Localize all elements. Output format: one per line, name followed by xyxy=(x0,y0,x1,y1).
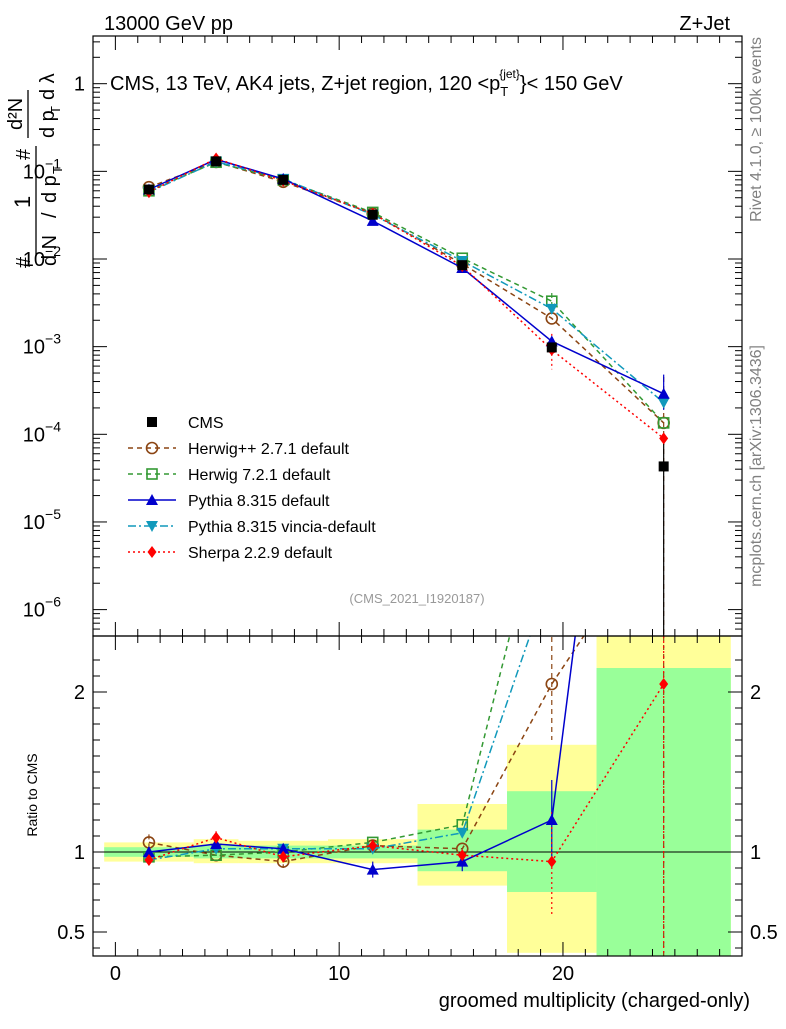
main-y-tick-label: 10−3 xyxy=(23,331,61,359)
main-point-CMS xyxy=(143,184,154,195)
svg-text:1: 1 xyxy=(10,196,35,208)
ratio-y-tick-label-right: 1 xyxy=(750,842,761,864)
ratio-series-line-Herwig7 xyxy=(148,636,511,858)
main-y-tick-label: 10−1 xyxy=(23,155,61,183)
ratio-point-Sherpa xyxy=(144,854,154,866)
legend-marker-Sherpa xyxy=(147,546,157,558)
ratio-y-tick-label-right: 2 xyxy=(750,682,761,704)
svg-text:/: / xyxy=(39,212,61,218)
legend-label-CMS: CMS xyxy=(188,415,224,432)
main-series-line-Vincia xyxy=(148,160,665,404)
main-point-Vincia xyxy=(545,303,558,315)
svg-text:#: # xyxy=(13,148,35,160)
ratio-point-Pythia xyxy=(277,842,290,854)
ratio-point-Sherpa xyxy=(211,831,221,844)
ratio-y-tick-label-left: 0.5 xyxy=(57,922,85,944)
main-series-line-Herwig++ xyxy=(148,161,665,424)
main-point-Herwig7 xyxy=(657,417,670,429)
ratio-point-Sherpa xyxy=(368,839,378,852)
main-point-CMS xyxy=(457,260,468,271)
x-tick-label: 0 xyxy=(110,963,121,985)
header-process-label: Z+Jet xyxy=(679,13,730,35)
ratio-point-Sherpa xyxy=(659,678,669,690)
main-series-line-Pythia xyxy=(148,158,665,395)
legend-marker-CMS xyxy=(147,417,157,427)
legend-label-Vincia: Pythia 8.315 vincia-default xyxy=(188,519,376,536)
svg-text:d N: d N xyxy=(39,235,61,266)
header-collision-label: 13000 GeV pp xyxy=(104,13,233,35)
ratio-series-line-Pythia xyxy=(148,636,576,871)
main-point-CMS xyxy=(211,156,222,167)
main-y-tick-label: 1 xyxy=(74,74,85,96)
legend-label-Herwig7: Herwig 7.2.1 default xyxy=(188,467,331,484)
rivet-version-label: Rivet 4.1.0, ≥ 100k events xyxy=(748,37,765,222)
main-series-line-Herwig7 xyxy=(148,161,665,424)
main-point-Sherpa xyxy=(659,432,669,445)
ratio-point-Pythia xyxy=(366,863,379,875)
legend-marker-Herwig++ xyxy=(145,441,159,455)
ratio-y-tick-label-left: 1 xyxy=(74,842,85,864)
svg-text:T: T xyxy=(48,106,63,114)
main-y-axis-label: # 1 d N / d p T # d²N d p T d λ xyxy=(5,73,65,268)
main-point-CMS xyxy=(367,209,378,220)
svg-text:#: # xyxy=(13,256,35,268)
svg-text:d p: d p xyxy=(37,110,59,138)
main-y-tick-label: 10−4 xyxy=(23,418,61,446)
legend-marker-Vincia xyxy=(146,521,158,532)
mcplots-reference-label: mcplots.cern.ch [arXiv:1306.3436] xyxy=(748,345,765,587)
ratio-plot-frame xyxy=(92,635,743,957)
ratio-y-tick-label-left: 2 xyxy=(74,682,85,704)
svg-text:d²N: d²N xyxy=(5,98,27,130)
analysis-id-watermark: (CMS_2021_I1920187) xyxy=(349,591,484,606)
ratio-point-Sherpa xyxy=(457,849,467,862)
main-point-CMS xyxy=(658,461,669,472)
main-series-line-Sherpa xyxy=(148,157,665,439)
main-point-Vincia xyxy=(657,397,670,409)
legend-label-Sherpa: Sherpa 2.2.9 default xyxy=(188,545,333,562)
ratio-point-Vincia xyxy=(456,827,469,839)
svg-text:T: T xyxy=(50,166,65,174)
legend-marker-Pythia xyxy=(146,494,158,505)
plot-title: CMS, 13 TeV, AK4 jets, Z+jet region, 120… xyxy=(110,67,623,99)
x-tick-label: 20 xyxy=(552,963,574,985)
ratio-point-Sherpa xyxy=(547,855,557,868)
ratio-point-Pythia xyxy=(545,814,558,825)
x-tick-label: 10 xyxy=(328,963,350,985)
legend-marker-Herwig7 xyxy=(146,468,158,480)
main-y-tick-label: 10−2 xyxy=(23,243,61,271)
ratio-point-Pythia xyxy=(142,846,155,857)
main-y-tick-label: 10−6 xyxy=(23,594,61,622)
svg-text:d λ: d λ xyxy=(37,73,59,100)
legend-label-Herwig++: Herwig++ 2.7.1 default xyxy=(188,441,350,458)
main-y-tick-label: 10−5 xyxy=(23,506,61,534)
legend: CMS Herwig++ 2.7.1 default Herwig 7.2.1 de… xyxy=(128,415,376,562)
legend-label-Pythia: Pythia 8.315 default xyxy=(188,493,330,510)
ratio-y-axis-label: Ratio to CMS xyxy=(24,753,40,836)
svg-text:d p: d p xyxy=(39,175,61,203)
main-point-CMS xyxy=(278,174,289,185)
x-axis-label: groomed multiplicity (charged-only) xyxy=(439,990,750,1012)
ratio-point-Herwig++ xyxy=(545,677,559,691)
ratio-y-tick-label-right: 0.5 xyxy=(750,922,778,944)
ratio-point-Sherpa xyxy=(278,850,288,863)
main-point-Pythia xyxy=(366,214,379,226)
main-point-CMS xyxy=(546,342,557,353)
main-point-Pythia xyxy=(657,387,670,399)
